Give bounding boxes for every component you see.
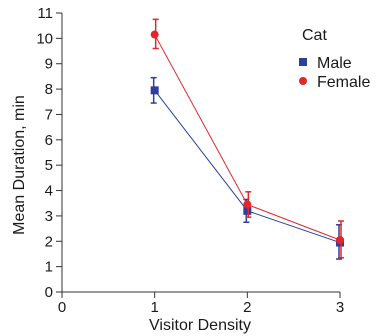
legend: Cat Male Female	[299, 27, 370, 91]
male-point	[243, 206, 252, 215]
y-tick-label: 4	[45, 183, 53, 200]
legend-items: Male Female	[299, 55, 370, 91]
y-tick-label: 6	[45, 132, 53, 149]
y-tick-label: 3	[45, 208, 53, 225]
y-tick-label: 2	[45, 233, 53, 250]
female-legend-marker	[299, 77, 307, 85]
x-tick-label: 0	[58, 299, 66, 316]
female-point	[336, 236, 344, 245]
x-tick-label: 2	[243, 299, 251, 316]
y-tick-label: 5	[45, 157, 53, 174]
female-point	[150, 30, 159, 39]
y-tick-label: 7	[45, 106, 53, 123]
x-tick-label: 1	[150, 299, 158, 316]
male-legend-marker	[299, 58, 307, 66]
legend-title: Cat	[302, 27, 327, 44]
y-tick-label: 1	[45, 259, 53, 276]
y-tick-label: 8	[45, 81, 53, 98]
y-axis-title: Mean Duration, min	[11, 95, 28, 235]
male-series-line	[154, 90, 341, 244]
male-legend-label: Male	[317, 55, 352, 72]
y-tick-label: 0	[45, 284, 53, 301]
x-axis-title: Visitor Density	[149, 317, 251, 334]
female-legend-label: Female	[317, 74, 370, 91]
female-point	[243, 200, 252, 209]
y-tick-label: 10	[36, 30, 53, 47]
x-tick-label: 3	[336, 299, 344, 316]
y-tick-label: 9	[45, 56, 53, 73]
male-point	[150, 86, 159, 95]
series-layer	[150, 18, 344, 260]
y-tick-label: 11	[37, 5, 53, 22]
axes: 0 1 2 3 0 1 2 3 4 5 6 7 8 9 10 11	[36, 5, 344, 316]
